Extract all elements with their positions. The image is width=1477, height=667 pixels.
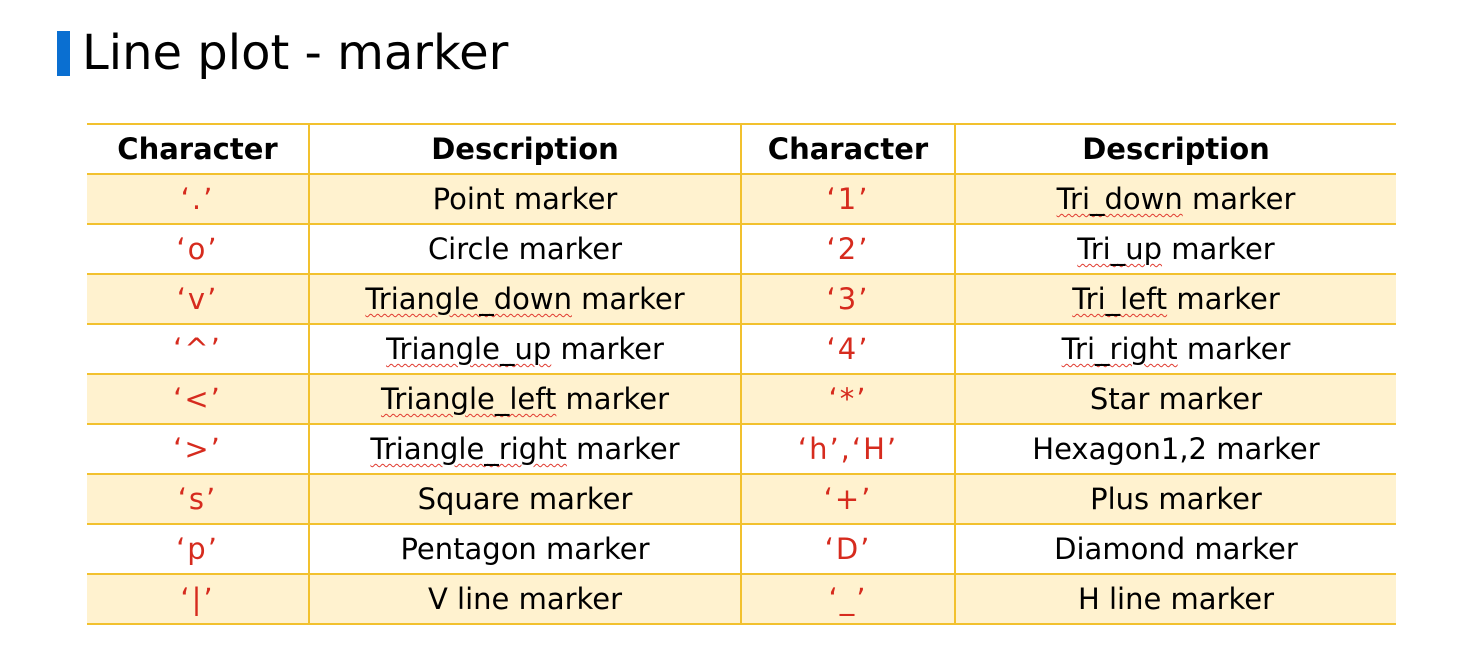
marker-character: ‘s’ xyxy=(87,474,309,525)
marker-character: ‘^’ xyxy=(87,324,309,375)
marker-description-text: Triangle_right marker xyxy=(370,432,680,466)
marker-description: Point marker xyxy=(308,174,741,225)
table-row: ‘>’ Triangle_right marker ‘h’,‘H’ Hexago… xyxy=(87,424,1396,475)
marker-description-text: H line marker xyxy=(1077,582,1275,616)
spellcheck-underline: Tri_up xyxy=(1077,232,1163,266)
marker-character: ‘3’ xyxy=(740,274,955,325)
marker-description-text: V line marker xyxy=(427,582,623,616)
marker-description: Triangle_left marker xyxy=(308,374,741,425)
marker-description-text: Tri_up marker xyxy=(1077,232,1275,266)
marker-description-text: Square marker xyxy=(417,482,633,516)
marker-character: ‘.’ xyxy=(87,174,309,225)
marker-character: ‘D’ xyxy=(740,524,955,575)
table-row: ‘.’ Point marker ‘1’ Tri_down marker xyxy=(87,174,1396,225)
marker-character: ‘+’ xyxy=(740,474,955,525)
marker-description-text: Triangle_up marker xyxy=(386,332,664,366)
marker-character: ‘_’ xyxy=(740,574,955,625)
marker-description-text: Diamond marker xyxy=(1054,532,1298,566)
header-description-1: Description xyxy=(308,123,741,175)
marker-character: ‘v’ xyxy=(87,274,309,325)
page-title: Line plot - marker xyxy=(82,25,509,81)
marker-description: V line marker xyxy=(308,574,741,625)
marker-description: Square marker xyxy=(308,474,741,525)
marker-description: Circle marker xyxy=(308,224,741,275)
spellcheck-underline: Triangle_down xyxy=(365,282,572,316)
marker-description: Diamond marker xyxy=(954,524,1396,575)
marker-description: Triangle_down marker xyxy=(308,274,741,325)
marker-description: Pentagon marker xyxy=(308,524,741,575)
marker-description: Tri_left marker xyxy=(954,274,1396,325)
spellcheck-underline: Triangle_right xyxy=(370,432,567,466)
marker-character: ‘h’,‘H’ xyxy=(740,424,955,475)
marker-character: ‘2’ xyxy=(740,224,955,275)
marker-character: ‘o’ xyxy=(87,224,309,275)
marker-description: Triangle_right marker xyxy=(308,424,741,475)
marker-description: Triangle_up marker xyxy=(308,324,741,375)
marker-description: Star marker xyxy=(954,374,1396,425)
header-character-1: Character xyxy=(87,123,309,175)
table-header-row: Character Description Character Descript… xyxy=(87,123,1396,175)
spellcheck-underline: Triangle_up xyxy=(386,332,552,366)
marker-description-text: Tri_down marker xyxy=(1056,182,1296,216)
marker-description-text: Pentagon marker xyxy=(400,532,650,566)
header-description-2: Description xyxy=(954,123,1396,175)
marker-description-text: Hexagon1,2 marker xyxy=(1032,432,1320,466)
marker-description: Tri_down marker xyxy=(954,174,1396,225)
table-row: ‘o’ Circle marker ‘2’ Tri_up marker xyxy=(87,224,1396,275)
table-row: ‘v’ Triangle_down marker ‘3’ Tri_left ma… xyxy=(87,274,1396,325)
marker-character: ‘<’ xyxy=(87,374,309,425)
marker-character: ‘|’ xyxy=(87,574,309,625)
table-row: ‘s’ Square marker ‘+’ Plus marker xyxy=(87,474,1396,525)
marker-description-text: Tri_left marker xyxy=(1072,282,1280,316)
marker-description-text: Triangle_down marker xyxy=(365,282,685,316)
marker-character: ‘p’ xyxy=(87,524,309,575)
marker-description: Plus marker xyxy=(954,474,1396,525)
marker-description-text: Plus marker xyxy=(1090,482,1262,516)
marker-table: Character Description Character Descript… xyxy=(87,123,1396,625)
marker-character: ‘4’ xyxy=(740,324,955,375)
marker-character: ‘>’ xyxy=(87,424,309,475)
marker-description-text: Circle marker xyxy=(427,232,623,266)
title-accent-bar xyxy=(57,31,70,76)
marker-description: Tri_up marker xyxy=(954,224,1396,275)
spellcheck-underline: Tri_left xyxy=(1072,282,1168,316)
marker-description-text: Point marker xyxy=(432,182,618,216)
spellcheck-underline: Tri_right xyxy=(1061,332,1178,366)
header-character-2: Character xyxy=(740,123,955,175)
table-row: ‘^’ Triangle_up marker ‘4’ Tri_right mar… xyxy=(87,324,1396,375)
marker-description-text: Tri_right marker xyxy=(1061,332,1291,366)
table-row: ‘|’ V line marker ‘_’ H line marker xyxy=(87,574,1396,625)
table-row: ‘p’ Pentagon marker ‘D’ Diamond marker xyxy=(87,524,1396,575)
spellcheck-underline: Triangle_left xyxy=(380,382,557,416)
marker-description-text: Star marker xyxy=(1089,382,1263,416)
marker-description: Tri_right marker xyxy=(954,324,1396,375)
marker-description-text: Triangle_left marker xyxy=(380,382,670,416)
marker-description: H line marker xyxy=(954,574,1396,625)
marker-character: ‘*’ xyxy=(740,374,955,425)
marker-description: Hexagon1,2 marker xyxy=(954,424,1396,475)
spellcheck-underline: Tri_down xyxy=(1056,182,1183,216)
table-row: ‘<’ Triangle_left marker ‘*’ Star marker xyxy=(87,374,1396,425)
marker-character: ‘1’ xyxy=(740,174,955,225)
